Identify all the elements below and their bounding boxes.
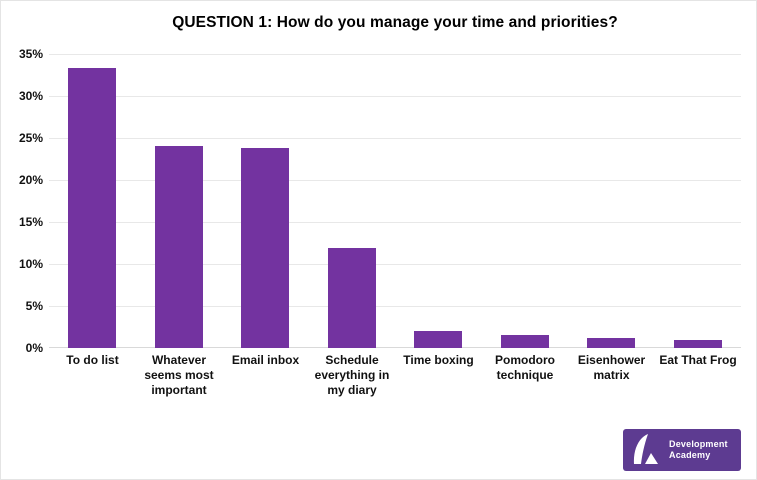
chart-title: QUESTION 1: How do you manage your time … bbox=[172, 14, 618, 31]
bar bbox=[587, 337, 636, 348]
gridline bbox=[49, 96, 741, 97]
logo-text-line1: Development bbox=[669, 439, 728, 449]
gridline bbox=[49, 180, 741, 181]
gridline bbox=[49, 138, 741, 139]
x-category-label: Schedule everything in my diary bbox=[314, 353, 390, 397]
y-tick-label: 15% bbox=[18, 215, 43, 229]
development-academy-mark-icon bbox=[633, 434, 658, 464]
x-category-label: Pomodoro technique bbox=[495, 353, 555, 382]
bar bbox=[241, 148, 290, 348]
gridline bbox=[49, 54, 741, 55]
x-category-label: Time boxing bbox=[403, 353, 474, 367]
y-tick-label: 20% bbox=[18, 173, 43, 187]
bar bbox=[327, 248, 376, 348]
x-category-label: Email inbox bbox=[231, 353, 300, 367]
y-tick-label: 5% bbox=[25, 299, 43, 313]
y-tick-label: 0% bbox=[25, 341, 43, 355]
development-academy-logo: Development Academy bbox=[623, 429, 741, 471]
gridline bbox=[49, 264, 741, 265]
y-tick-label: 10% bbox=[18, 257, 43, 271]
bar bbox=[414, 331, 463, 348]
x-axis-baseline bbox=[49, 347, 741, 348]
y-tick-label: 35% bbox=[18, 47, 43, 61]
gridline bbox=[49, 306, 741, 307]
logo-text: Development Academy bbox=[669, 439, 728, 461]
x-category-label: Whatever seems most important bbox=[144, 353, 214, 397]
plot-area bbox=[49, 54, 741, 348]
y-tick-label: 30% bbox=[18, 89, 43, 103]
gridline bbox=[49, 222, 741, 223]
x-category-label: Eat That Frog bbox=[659, 353, 737, 367]
logo-text-line2: Academy bbox=[669, 450, 711, 460]
bar bbox=[68, 68, 117, 348]
x-category-label: Eisenhower matrix bbox=[577, 353, 646, 382]
bar bbox=[500, 335, 549, 348]
y-tick-label: 25% bbox=[18, 131, 43, 145]
x-category-label: To do list bbox=[66, 353, 119, 367]
bar bbox=[673, 340, 722, 348]
bar bbox=[154, 145, 203, 348]
